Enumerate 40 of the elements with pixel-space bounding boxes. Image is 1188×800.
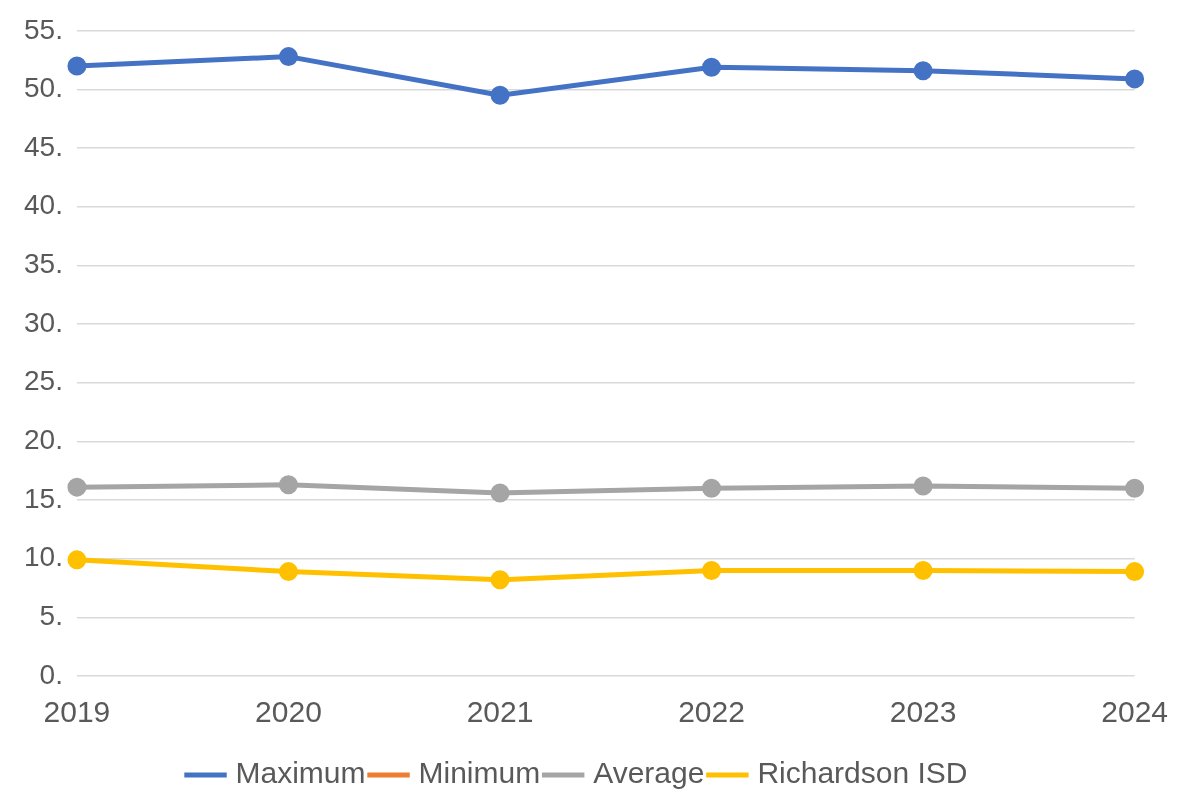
legend-label: Maximum <box>235 756 366 790</box>
point <box>278 47 298 67</box>
point <box>1125 562 1145 582</box>
y-tick-label: 0. <box>39 658 63 690</box>
y-tick-label: 5. <box>39 600 63 632</box>
y-tick-label: 40. <box>23 189 63 221</box>
point <box>702 560 722 580</box>
point <box>278 475 298 495</box>
y-tick-label: 25. <box>23 365 63 397</box>
y-tick-label: 50. <box>23 72 63 104</box>
point <box>913 61 933 81</box>
y-tick-label: 35. <box>23 248 63 280</box>
x-tick-label: 2022 <box>678 695 745 729</box>
point <box>490 570 510 590</box>
legend-label: Average <box>593 756 705 790</box>
point <box>913 560 933 580</box>
x-tick-label: 2023 <box>889 695 957 729</box>
point <box>913 476 933 496</box>
legend-label: Minimum <box>418 756 541 790</box>
x-tick-label: 2019 <box>43 695 111 729</box>
legend-label: Richardson ISD <box>757 756 968 790</box>
y-tick-label: 30. <box>23 306 63 338</box>
point <box>490 483 510 503</box>
point <box>67 56 87 76</box>
point <box>702 478 722 498</box>
y-tick-label: 10. <box>23 541 63 573</box>
point <box>490 85 510 105</box>
y-tick-label: 45. <box>23 130 63 162</box>
point <box>67 477 87 497</box>
point <box>1125 478 1145 498</box>
point <box>67 550 87 570</box>
x-tick-label: 2020 <box>255 695 322 729</box>
point <box>1125 69 1145 89</box>
x-tick-label: 2024 <box>1101 695 1169 729</box>
point <box>278 562 298 582</box>
x-tick-label: 2021 <box>466 695 534 729</box>
point <box>702 57 722 77</box>
y-tick-label: 55. <box>23 13 63 45</box>
y-tick-label: 15. <box>23 482 63 514</box>
y-tick-label: 20. <box>23 424 63 456</box>
